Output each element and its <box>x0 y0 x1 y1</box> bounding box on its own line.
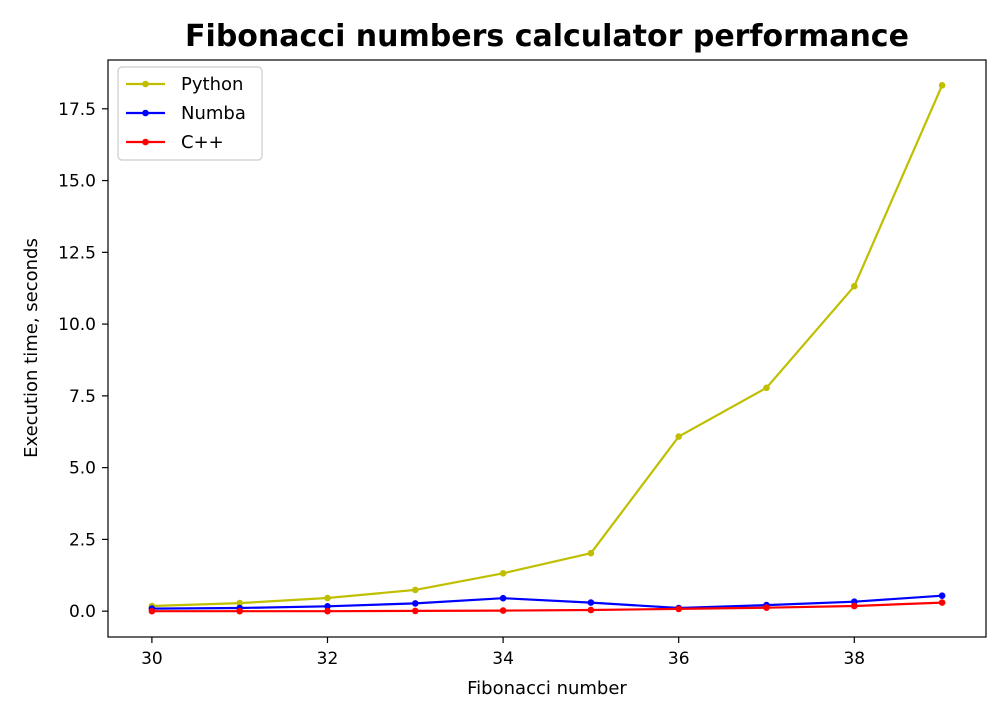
x-tick-label: 34 <box>492 649 514 669</box>
series-layer <box>148 82 946 615</box>
y-tick-label: 17.5 <box>58 100 96 120</box>
y-axis-label: Execution time, seconds <box>21 238 42 458</box>
plot-frame <box>107 59 987 638</box>
data-point <box>851 602 858 610</box>
data-point <box>412 586 419 594</box>
data-point <box>499 594 507 602</box>
legend-label: Numba <box>181 103 246 124</box>
data-point <box>587 599 595 606</box>
data-point <box>938 599 946 606</box>
y-tick-label: 12.5 <box>58 243 96 263</box>
x-tick-label: 38 <box>843 649 865 669</box>
data-point <box>148 607 156 615</box>
chart-title: Fibonacci numbers calculator performance <box>185 19 909 54</box>
legend-marker <box>142 109 149 117</box>
series-line <box>150 594 944 610</box>
y-tick-label: 2.5 <box>69 530 96 550</box>
data-point <box>851 282 858 290</box>
axes-layer: 30 32 34 36 38 0.0 2.5 5.0 7.5 10.0 12.5 15.0 17.5 <box>58 59 987 669</box>
legend-item: Python <box>126 74 243 95</box>
x-tick-label: 30 <box>141 649 163 669</box>
data-point <box>412 600 419 607</box>
data-point <box>324 594 331 602</box>
series-line <box>150 601 944 613</box>
data-point <box>236 599 243 607</box>
y-tick-label: 5.0 <box>69 459 96 479</box>
data-point <box>938 592 946 599</box>
legend-label: Python <box>181 74 243 95</box>
series-c- <box>148 599 946 615</box>
data-point <box>412 607 419 615</box>
data-point <box>938 82 946 89</box>
y-tick-label: 0.0 <box>69 602 96 622</box>
data-point <box>587 549 595 557</box>
data-point <box>499 607 507 614</box>
x-tick-label: 32 <box>317 649 339 669</box>
y-tick-label: 10.0 <box>58 315 96 335</box>
legend-frame <box>117 66 263 161</box>
data-point <box>499 570 507 577</box>
data-point <box>675 605 682 613</box>
legend: Python Numba C++ <box>117 66 263 161</box>
legend-marker <box>142 138 149 146</box>
legend-item: C++ <box>126 132 224 153</box>
data-point <box>675 433 682 440</box>
series-line <box>150 84 944 608</box>
data-point <box>236 607 243 615</box>
data-point <box>587 606 595 614</box>
data-point <box>324 607 331 615</box>
legend-marker <box>142 80 149 88</box>
data-point <box>763 604 770 611</box>
y-tick-label: 15.0 <box>58 172 96 192</box>
data-point <box>324 603 331 610</box>
x-tick-label: 36 <box>668 649 690 669</box>
legend-item: Numba <box>126 103 246 124</box>
data-point <box>763 384 770 392</box>
y-tick-label: 7.5 <box>69 387 96 407</box>
x-axis-label: Fibonacci number <box>467 678 627 699</box>
legend-label: C++ <box>181 132 224 153</box>
